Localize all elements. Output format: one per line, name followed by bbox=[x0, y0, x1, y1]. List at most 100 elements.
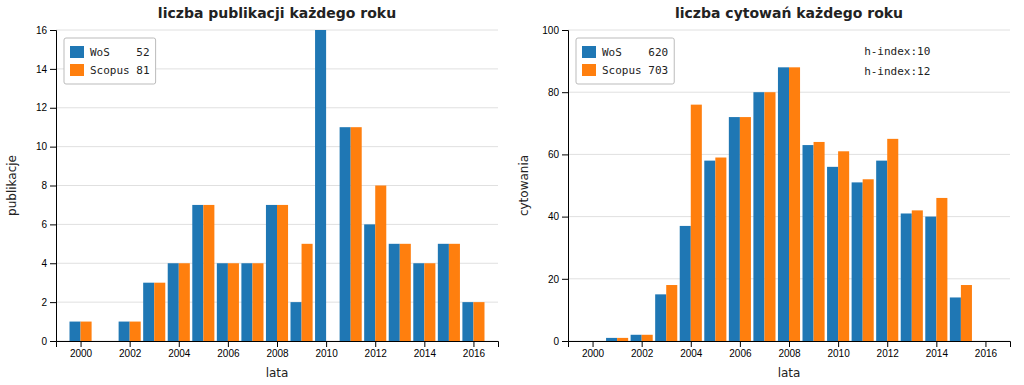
tick-mark bbox=[562, 279, 568, 280]
tick-label: 40 bbox=[548, 211, 560, 222]
bar bbox=[192, 205, 203, 341]
tick-mark bbox=[985, 341, 986, 347]
bar bbox=[593, 341, 604, 342]
tick-label: 2008 bbox=[778, 348, 801, 359]
tick-mark bbox=[424, 341, 425, 347]
tick-label: 2014 bbox=[414, 348, 437, 359]
bar bbox=[901, 213, 912, 341]
tick-mark bbox=[691, 341, 692, 347]
chart-svg: 2000200220042006200820102012201420160246… bbox=[0, 0, 1024, 385]
bar bbox=[985, 341, 996, 342]
bar bbox=[375, 186, 386, 342]
tick-label: 2004 bbox=[168, 348, 191, 359]
series bbox=[70, 30, 474, 341]
bar bbox=[94, 341, 105, 342]
bar bbox=[974, 341, 985, 342]
tick-mark bbox=[740, 341, 741, 347]
tick-label: 14 bbox=[36, 64, 48, 75]
bar bbox=[326, 341, 337, 342]
bar bbox=[827, 167, 838, 341]
tick: 2010 bbox=[827, 341, 850, 359]
bar bbox=[814, 142, 825, 341]
tick: 16 bbox=[36, 25, 56, 36]
tick: 2000 bbox=[70, 341, 93, 359]
bar bbox=[462, 302, 473, 341]
tick-label: 2006 bbox=[729, 348, 752, 359]
tick: 2006 bbox=[217, 341, 240, 359]
bar bbox=[925, 217, 936, 341]
bar bbox=[340, 127, 351, 341]
bar bbox=[778, 67, 789, 341]
bar bbox=[704, 161, 715, 341]
grid-line bbox=[56, 146, 498, 147]
tick: 2012 bbox=[877, 341, 900, 359]
x-axis: 200020022004200620082010201220142016 bbox=[569, 341, 1011, 359]
tick-mark bbox=[50, 69, 56, 70]
tick: 2016 bbox=[975, 341, 998, 359]
y-axis-title: publikacje bbox=[5, 155, 19, 216]
bar bbox=[617, 338, 628, 341]
bar bbox=[130, 322, 141, 341]
tick: 2002 bbox=[631, 341, 654, 359]
bar bbox=[266, 205, 277, 341]
tick: 2002 bbox=[119, 341, 142, 359]
bar bbox=[119, 322, 130, 341]
axis-line bbox=[569, 342, 1011, 348]
tick-label: 2006 bbox=[217, 348, 240, 359]
legend: WoS 620Scopus 703 bbox=[576, 38, 674, 84]
legend-label: Scopus 703 bbox=[602, 64, 668, 77]
bar bbox=[912, 210, 923, 341]
bar bbox=[400, 244, 411, 341]
tick-mark bbox=[50, 30, 56, 31]
tick-label: 100 bbox=[542, 25, 559, 36]
tick: 2006 bbox=[729, 341, 752, 359]
bar bbox=[105, 341, 116, 342]
grid bbox=[56, 30, 498, 341]
bar bbox=[764, 92, 775, 341]
legend-label: Scopus 81 bbox=[90, 64, 150, 77]
tick-mark bbox=[50, 224, 56, 225]
bar bbox=[203, 205, 214, 341]
bar bbox=[154, 283, 165, 341]
tick-mark bbox=[81, 341, 82, 347]
x-axis-title: lata bbox=[266, 366, 289, 380]
bar bbox=[449, 244, 460, 341]
tick: 2008 bbox=[778, 341, 801, 359]
grid-line bbox=[568, 30, 1010, 31]
title: liczba publikacji każdego roku bbox=[158, 5, 396, 21]
bar bbox=[364, 224, 375, 341]
tick: 2014 bbox=[414, 341, 437, 359]
bar bbox=[740, 117, 751, 341]
tick-mark bbox=[50, 108, 56, 109]
panel: 2000200220042006200820102012201420160246… bbox=[5, 5, 499, 380]
tick-label: 2014 bbox=[926, 348, 949, 359]
axis-line bbox=[57, 342, 499, 348]
tick-label: 2010 bbox=[315, 348, 338, 359]
y-axis: 0246810121416 bbox=[36, 25, 57, 347]
tick: 80 bbox=[548, 87, 568, 98]
tick-label: 2002 bbox=[119, 348, 142, 359]
bar bbox=[876, 161, 887, 341]
bar bbox=[863, 179, 874, 341]
tick-label: 60 bbox=[548, 149, 560, 160]
tick-label: 2002 bbox=[631, 348, 654, 359]
bar bbox=[666, 285, 677, 341]
tick-label: 2016 bbox=[463, 348, 486, 359]
bar bbox=[582, 341, 593, 342]
tick: 2000 bbox=[582, 341, 605, 359]
tick: 0 bbox=[553, 336, 568, 347]
tick-mark bbox=[562, 92, 568, 93]
tick-mark bbox=[562, 30, 568, 31]
tick-mark bbox=[562, 154, 568, 155]
tick-mark bbox=[473, 341, 474, 347]
grid-line bbox=[56, 30, 498, 31]
bar bbox=[606, 338, 617, 341]
tick-label: 20 bbox=[548, 274, 560, 285]
legend-box bbox=[64, 38, 156, 84]
tick-label: 2012 bbox=[365, 348, 388, 359]
tick: 2016 bbox=[463, 341, 486, 359]
legend: WoS 52 Scopus 81 bbox=[64, 38, 156, 84]
tick-label: 8 bbox=[41, 180, 47, 191]
tick-mark bbox=[228, 341, 229, 347]
legend-label: WoS 52 bbox=[90, 46, 150, 59]
